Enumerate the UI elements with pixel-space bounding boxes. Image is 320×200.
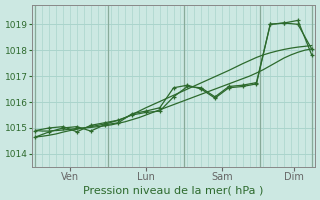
X-axis label: Pression niveau de la mer( hPa ): Pression niveau de la mer( hPa ): [84, 185, 264, 195]
